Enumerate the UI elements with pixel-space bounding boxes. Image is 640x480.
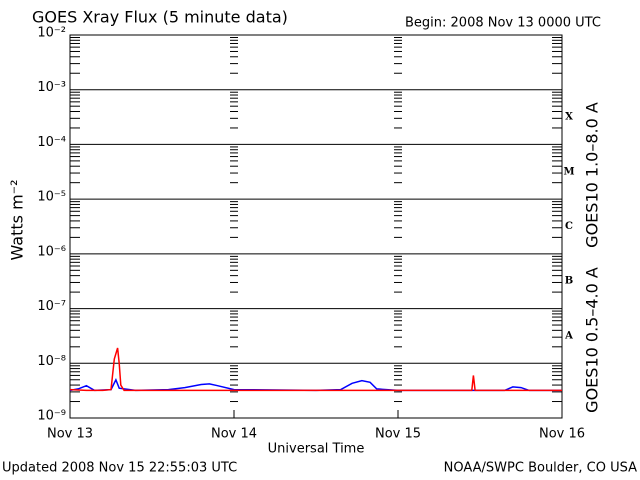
footer-left: Updated 2008 Nov 15 22:55:03 UTC	[2, 461, 237, 476]
y-tick-label: 10⁻⁹	[37, 409, 66, 424]
y-tick-label: 10⁻²	[37, 26, 66, 41]
legend-label: GOES10 1.0–8.0 A	[583, 102, 602, 248]
chart-title: GOES Xray Flux (5 minute data)	[32, 8, 288, 27]
flare-class-label: C	[565, 221, 573, 232]
x-tick-label: Nov 15	[375, 427, 421, 442]
y-tick-label: 10⁻⁴	[37, 135, 66, 150]
plot-frame	[69, 34, 563, 419]
flare-class-label: M	[563, 166, 574, 177]
footer-right: NOAA/SWPC Boulder, CO USA	[444, 461, 637, 476]
series-line	[69, 347, 562, 392]
flare-class-label: B	[565, 276, 573, 287]
y-axis-label: Watts m⁻²	[8, 179, 27, 260]
y-tick-label: 10⁻³	[37, 80, 66, 95]
y-tick-label: 10⁻⁸	[37, 354, 66, 369]
legend-label: GOES10 0.5–4.0 A	[583, 267, 602, 413]
x-axis-label: Universal Time	[268, 442, 365, 457]
x-tick-label: Nov 13	[47, 427, 93, 442]
y-tick-label: 10⁻⁷	[37, 299, 66, 314]
flare-class-label: X	[565, 112, 573, 123]
x-tick-label: Nov 14	[211, 427, 257, 442]
x-tick-label: Nov 16	[539, 427, 585, 442]
y-tick-label: 10⁻⁶	[37, 244, 66, 259]
subtitle: Begin: 2008 Nov 13 0000 UTC	[405, 16, 601, 31]
y-tick-label: 10⁻⁵	[37, 190, 66, 205]
flare-class-label: A	[564, 330, 573, 341]
